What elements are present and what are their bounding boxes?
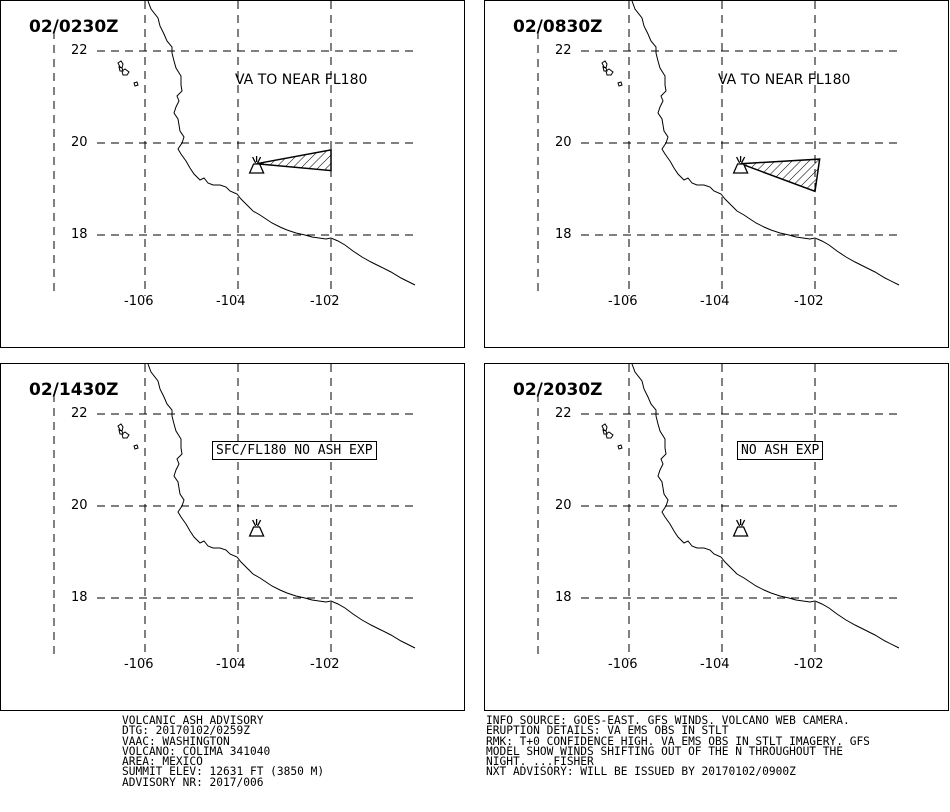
coastline: [147, 1, 416, 286]
lat-label: 22: [555, 406, 572, 421]
lon-label: -104: [700, 657, 730, 672]
volcano-icon: [248, 156, 265, 174]
lon-label: -106: [608, 294, 638, 309]
ash-label: SFC/FL180 NO ASH EXP: [212, 441, 377, 460]
advisory-line: VOLCANO: COLIMA 341040: [122, 744, 271, 758]
map-panel: 02/2030Z 22 20 18 -106 -104 -102 NO ASH …: [484, 363, 949, 711]
volcano-cone: [732, 526, 749, 537]
island: [133, 444, 139, 450]
lat-label: 18: [71, 227, 88, 242]
lon-label: -106: [608, 657, 638, 672]
lon-label: -106: [124, 294, 154, 309]
lat-label: 20: [71, 135, 88, 150]
volcano-plume: [252, 156, 262, 164]
map-canvas: [537, 1, 900, 297]
volcano-cone: [248, 163, 265, 174]
volcano-plume: [252, 519, 262, 527]
ash-label: VA TO NEAR FL180: [235, 72, 368, 88]
coastline: [631, 364, 900, 649]
lat-label: 22: [555, 43, 572, 58]
lat-label: 18: [555, 590, 572, 605]
lon-label: -104: [700, 294, 730, 309]
advisory-info-right: INFO SOURCE: GOES-EAST. GFS WINDS. VOLCA…: [486, 714, 870, 779]
advisory-line: ERUPTION DETAILS: VA EMS OBS IN STLT: [486, 724, 729, 738]
island: [118, 66, 124, 72]
advisory-info-left: VOLCANIC ASH ADVISORY DTG: 20170102/0259Z…: [122, 714, 325, 789]
island: [133, 81, 139, 87]
island: [601, 60, 608, 69]
island: [602, 66, 608, 72]
lat-label: 22: [71, 43, 88, 58]
lat-label: 22: [71, 406, 88, 421]
island: [605, 431, 614, 439]
lon-label: -102: [794, 657, 824, 672]
island: [617, 444, 623, 450]
island: [601, 423, 608, 432]
advisory-line: SUMMIT ELEV: 12631 FT (3850 M): [122, 765, 325, 779]
ash-label: VA TO NEAR FL180: [718, 72, 851, 88]
island: [617, 81, 623, 87]
advisory-line: NXT ADVISORY: WILL BE ISSUED BY 20170102…: [486, 765, 796, 779]
advisory-line: INFO SOURCE: GOES-EAST. GFS WINDS. VOLCA…: [486, 714, 850, 727]
map-canvas: [53, 1, 416, 297]
advisory-line: DTG: 20170102/0259Z: [122, 724, 250, 738]
lon-label: -102: [310, 294, 340, 309]
coastline: [147, 364, 416, 649]
island: [117, 60, 124, 69]
map-panel: 02/0830Z 22 20 18 -106 -104 -102 VA TO N…: [484, 0, 949, 348]
panel-time: 02/1430Z: [29, 380, 119, 400]
ash-cloud-polygon: [740, 158, 821, 193]
lon-label: -104: [216, 294, 246, 309]
volcano-plume: [736, 519, 746, 527]
volcano-cone: [248, 526, 265, 537]
advisory-line: VAAC: WASHINGTON: [122, 734, 230, 748]
advisory-line: RMK: T+0 CONFIDENCE HIGH. VA EMS OBS IN …: [486, 734, 870, 748]
volcano-plume: [736, 156, 746, 164]
ash-cloud-polygon: [256, 148, 332, 172]
map-canvas: [537, 364, 900, 660]
island: [121, 431, 130, 439]
advisory-line: VOLCANIC ASH ADVISORY: [122, 714, 264, 727]
volcano-icon: [732, 519, 749, 537]
lat-label: 20: [555, 135, 572, 150]
island: [605, 68, 614, 76]
volcano-icon: [248, 519, 265, 537]
lon-label: -106: [124, 657, 154, 672]
advisory-line: MODEL SHOW WINDS SHIFTING OUT OF THE N T…: [486, 744, 843, 758]
map-panel: 02/1430Z 22 20 18 -106 -104 -102 SFC/FL1…: [0, 363, 465, 711]
lon-label: -102: [310, 657, 340, 672]
panel-time: 02/2030Z: [513, 380, 603, 400]
volcano-icon: [732, 156, 749, 174]
lat-label: 18: [555, 227, 572, 242]
island: [602, 429, 608, 435]
advisory-line: NIGHT. ...FISHER: [486, 755, 594, 769]
lat-label: 20: [71, 498, 88, 513]
lon-label: -104: [216, 657, 246, 672]
lon-label: -102: [794, 294, 824, 309]
ash-label: NO ASH EXP: [737, 441, 824, 460]
lat-label: 20: [555, 498, 572, 513]
advisory-line: AREA: MEXICO: [122, 755, 203, 769]
map-panel: 02/0230Z 22 20 18 -106 -104 -102 VA TO N…: [0, 0, 465, 348]
panel-time: 02/0230Z: [29, 17, 119, 37]
island: [118, 429, 124, 435]
panel-time: 02/0830Z: [513, 17, 603, 37]
island: [121, 68, 130, 76]
coastline: [631, 1, 900, 286]
volcano-cone: [732, 163, 749, 174]
advisory-line: ADVISORY NR: 2017/006: [122, 775, 264, 789]
island: [117, 423, 124, 432]
map-canvas: [53, 364, 416, 660]
lat-label: 18: [71, 590, 88, 605]
